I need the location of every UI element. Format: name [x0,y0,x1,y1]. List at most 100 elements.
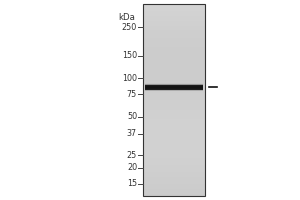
Bar [143,112,205,114]
Bar [145,84,203,91]
Text: 150: 150 [122,51,137,60]
Bar [143,76,205,78]
Bar [143,114,205,117]
Bar [143,83,205,86]
Bar [143,23,205,26]
Bar [143,119,205,122]
Bar [143,45,205,47]
Bar [143,64,205,66]
Bar [143,28,205,30]
Bar [143,172,205,174]
Bar [143,4,205,6]
Text: 37: 37 [127,129,137,138]
Bar [143,160,205,162]
Bar [143,138,205,141]
Bar [143,162,205,165]
Bar [143,122,205,124]
Bar [143,134,205,136]
Bar [143,148,205,150]
Bar [143,165,205,167]
Bar [143,11,205,14]
Bar [143,71,205,74]
Bar [143,117,205,119]
Bar [143,52,205,54]
Bar [143,86,205,88]
Bar [143,66,205,69]
Bar [145,86,203,89]
Bar [143,131,205,134]
Bar [143,155,205,158]
Bar [143,136,205,138]
Bar [143,18,205,21]
Bar [143,191,205,194]
Bar [143,105,205,107]
Bar [143,59,205,62]
Text: 15: 15 [127,179,137,188]
Bar [145,84,203,91]
Text: 100: 100 [122,74,137,83]
Bar [143,57,205,59]
Bar [143,38,205,40]
Bar [143,78,205,81]
Bar [143,177,205,179]
Bar [143,143,205,146]
Bar [143,100,205,102]
Bar [143,50,205,52]
Text: 25: 25 [127,151,137,160]
Bar [143,126,205,129]
Bar [143,150,205,153]
Bar [143,16,205,18]
Bar [143,90,205,93]
Bar [143,54,205,57]
Bar [145,83,203,92]
Bar [143,124,205,126]
Bar [143,88,205,90]
Text: 20: 20 [127,163,137,172]
Bar [143,179,205,182]
Bar [143,93,205,95]
Bar [143,110,205,112]
Bar [143,146,205,148]
Bar [143,98,205,100]
Bar [143,14,205,16]
Bar [143,102,205,105]
Text: 75: 75 [127,90,137,99]
Bar [143,21,205,23]
Bar [145,83,203,91]
Bar [143,186,205,189]
Bar [143,62,205,64]
Bar [143,194,205,196]
Bar [143,182,205,184]
Bar [145,84,203,90]
Bar [143,141,205,143]
Bar [143,33,205,35]
Bar [143,74,205,76]
Bar [145,87,203,88]
Bar [143,4,205,196]
Bar [143,107,205,110]
Bar [143,42,205,45]
Bar [143,158,205,160]
Bar [143,129,205,131]
Bar [143,189,205,191]
Bar [143,6,205,9]
Bar [145,85,203,90]
Bar [143,174,205,177]
Text: 250: 250 [122,23,137,32]
Bar [143,26,205,28]
Bar [143,153,205,155]
Bar [143,40,205,42]
Bar [145,86,203,89]
Bar [143,9,205,11]
Bar [145,85,203,90]
Bar [143,30,205,33]
Bar [143,95,205,98]
Bar [143,4,205,196]
Bar [143,184,205,186]
Bar [145,86,203,88]
Bar [143,170,205,172]
Bar [143,35,205,38]
Bar [143,167,205,170]
Text: kDa: kDa [118,13,135,22]
Bar [145,85,203,89]
